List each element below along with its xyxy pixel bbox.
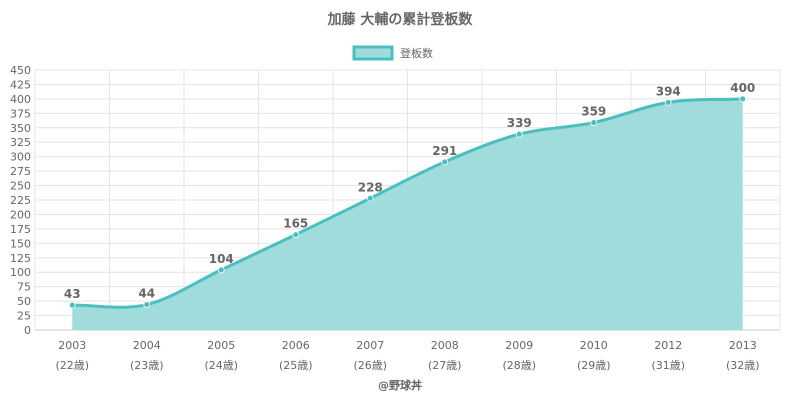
data-label: 359 xyxy=(581,105,606,119)
y-tick-label: 400 xyxy=(10,93,31,106)
legend-swatch xyxy=(352,45,394,61)
x-tick-age-label: (22歳) xyxy=(55,359,89,372)
series-line xyxy=(72,97,743,309)
y-tick-label: 150 xyxy=(10,237,31,250)
x-axis: 2003 (22歳) 2004 (23歳) 2005 (24歳) 2006 (25歳) 2007… xyxy=(55,339,759,372)
data-labels: 43 44 104 165 228 291 339 359 394 400 xyxy=(64,81,755,301)
x-tick-age-label: (27歳) xyxy=(428,359,462,372)
x-tick-label: 2003 xyxy=(58,339,86,352)
y-tick-label: 275 xyxy=(10,165,31,178)
legend-label: 登板数 xyxy=(400,46,433,60)
x-tick-label: 2005 xyxy=(207,339,235,352)
y-tick-label: 350 xyxy=(10,122,31,135)
data-point[interactable] xyxy=(366,194,374,202)
y-tick-label: 175 xyxy=(10,223,31,236)
legend[interactable]: 登板数 xyxy=(352,45,433,61)
x-tick-label: 2013 xyxy=(729,339,757,352)
x-tick-label: 2012 xyxy=(654,339,682,352)
y-tick-label: 25 xyxy=(17,310,31,323)
data-label: 104 xyxy=(209,252,234,266)
y-tick-label: 125 xyxy=(10,252,31,265)
y-tick-label: 50 xyxy=(17,295,31,308)
y-tick-label: 450 xyxy=(10,64,31,77)
chart-title: 加藤 大輔の累計登板数 xyxy=(327,11,474,28)
x-tick-age-label: (29歳) xyxy=(577,359,611,372)
data-point[interactable] xyxy=(590,119,598,126)
x-tick-age-label: (32歳) xyxy=(726,359,760,372)
x-tick-age-label: (31歳) xyxy=(651,359,685,372)
x-tick-label: 2007 xyxy=(356,339,384,352)
x-tick-label: 2008 xyxy=(431,339,459,352)
y-tick-label: 200 xyxy=(10,208,31,221)
data-point[interactable] xyxy=(664,98,672,106)
data-point[interactable] xyxy=(515,130,523,138)
data-label: 291 xyxy=(432,144,457,158)
series-area xyxy=(72,98,743,330)
x-tick-age-label: (25歳) xyxy=(279,359,313,372)
x-tick-label: 2004 xyxy=(133,339,161,352)
y-tick-label: 0 xyxy=(24,324,31,337)
x-tick-age-label: (23歳) xyxy=(130,359,164,372)
data-point[interactable] xyxy=(292,231,300,239)
y-tick-label: 300 xyxy=(10,151,31,164)
data-label: 43 xyxy=(64,287,81,301)
x-tick-age-label: (28歳) xyxy=(502,359,536,372)
x-tick-age-label: (26歳) xyxy=(353,359,387,372)
footer-credit: @野球丼 xyxy=(378,378,422,392)
x-tick-label: 2006 xyxy=(282,339,310,352)
data-point[interactable] xyxy=(143,301,151,308)
data-label: 165 xyxy=(283,217,308,231)
data-point[interactable] xyxy=(739,95,747,103)
y-tick-label: 100 xyxy=(10,266,31,279)
y-tick-label: 225 xyxy=(10,194,31,207)
x-tick-age-label: (24歳) xyxy=(204,359,238,372)
y-tick-label: 375 xyxy=(10,107,31,120)
data-label: 394 xyxy=(656,84,681,98)
data-label: 228 xyxy=(358,180,383,194)
data-label: 44 xyxy=(138,287,155,301)
y-tick-label: 250 xyxy=(10,180,31,193)
y-tick-label: 425 xyxy=(10,78,31,91)
data-point[interactable] xyxy=(441,158,449,166)
x-tick-label: 2009 xyxy=(505,339,533,352)
data-point[interactable] xyxy=(68,301,76,309)
data-label: 339 xyxy=(507,116,532,130)
series xyxy=(68,95,747,330)
x-tick-label: 2010 xyxy=(580,339,608,352)
data-point[interactable] xyxy=(217,266,225,274)
y-tick-label: 325 xyxy=(10,136,31,149)
data-label: 400 xyxy=(730,81,755,95)
y-tick-label: 75 xyxy=(17,281,31,294)
